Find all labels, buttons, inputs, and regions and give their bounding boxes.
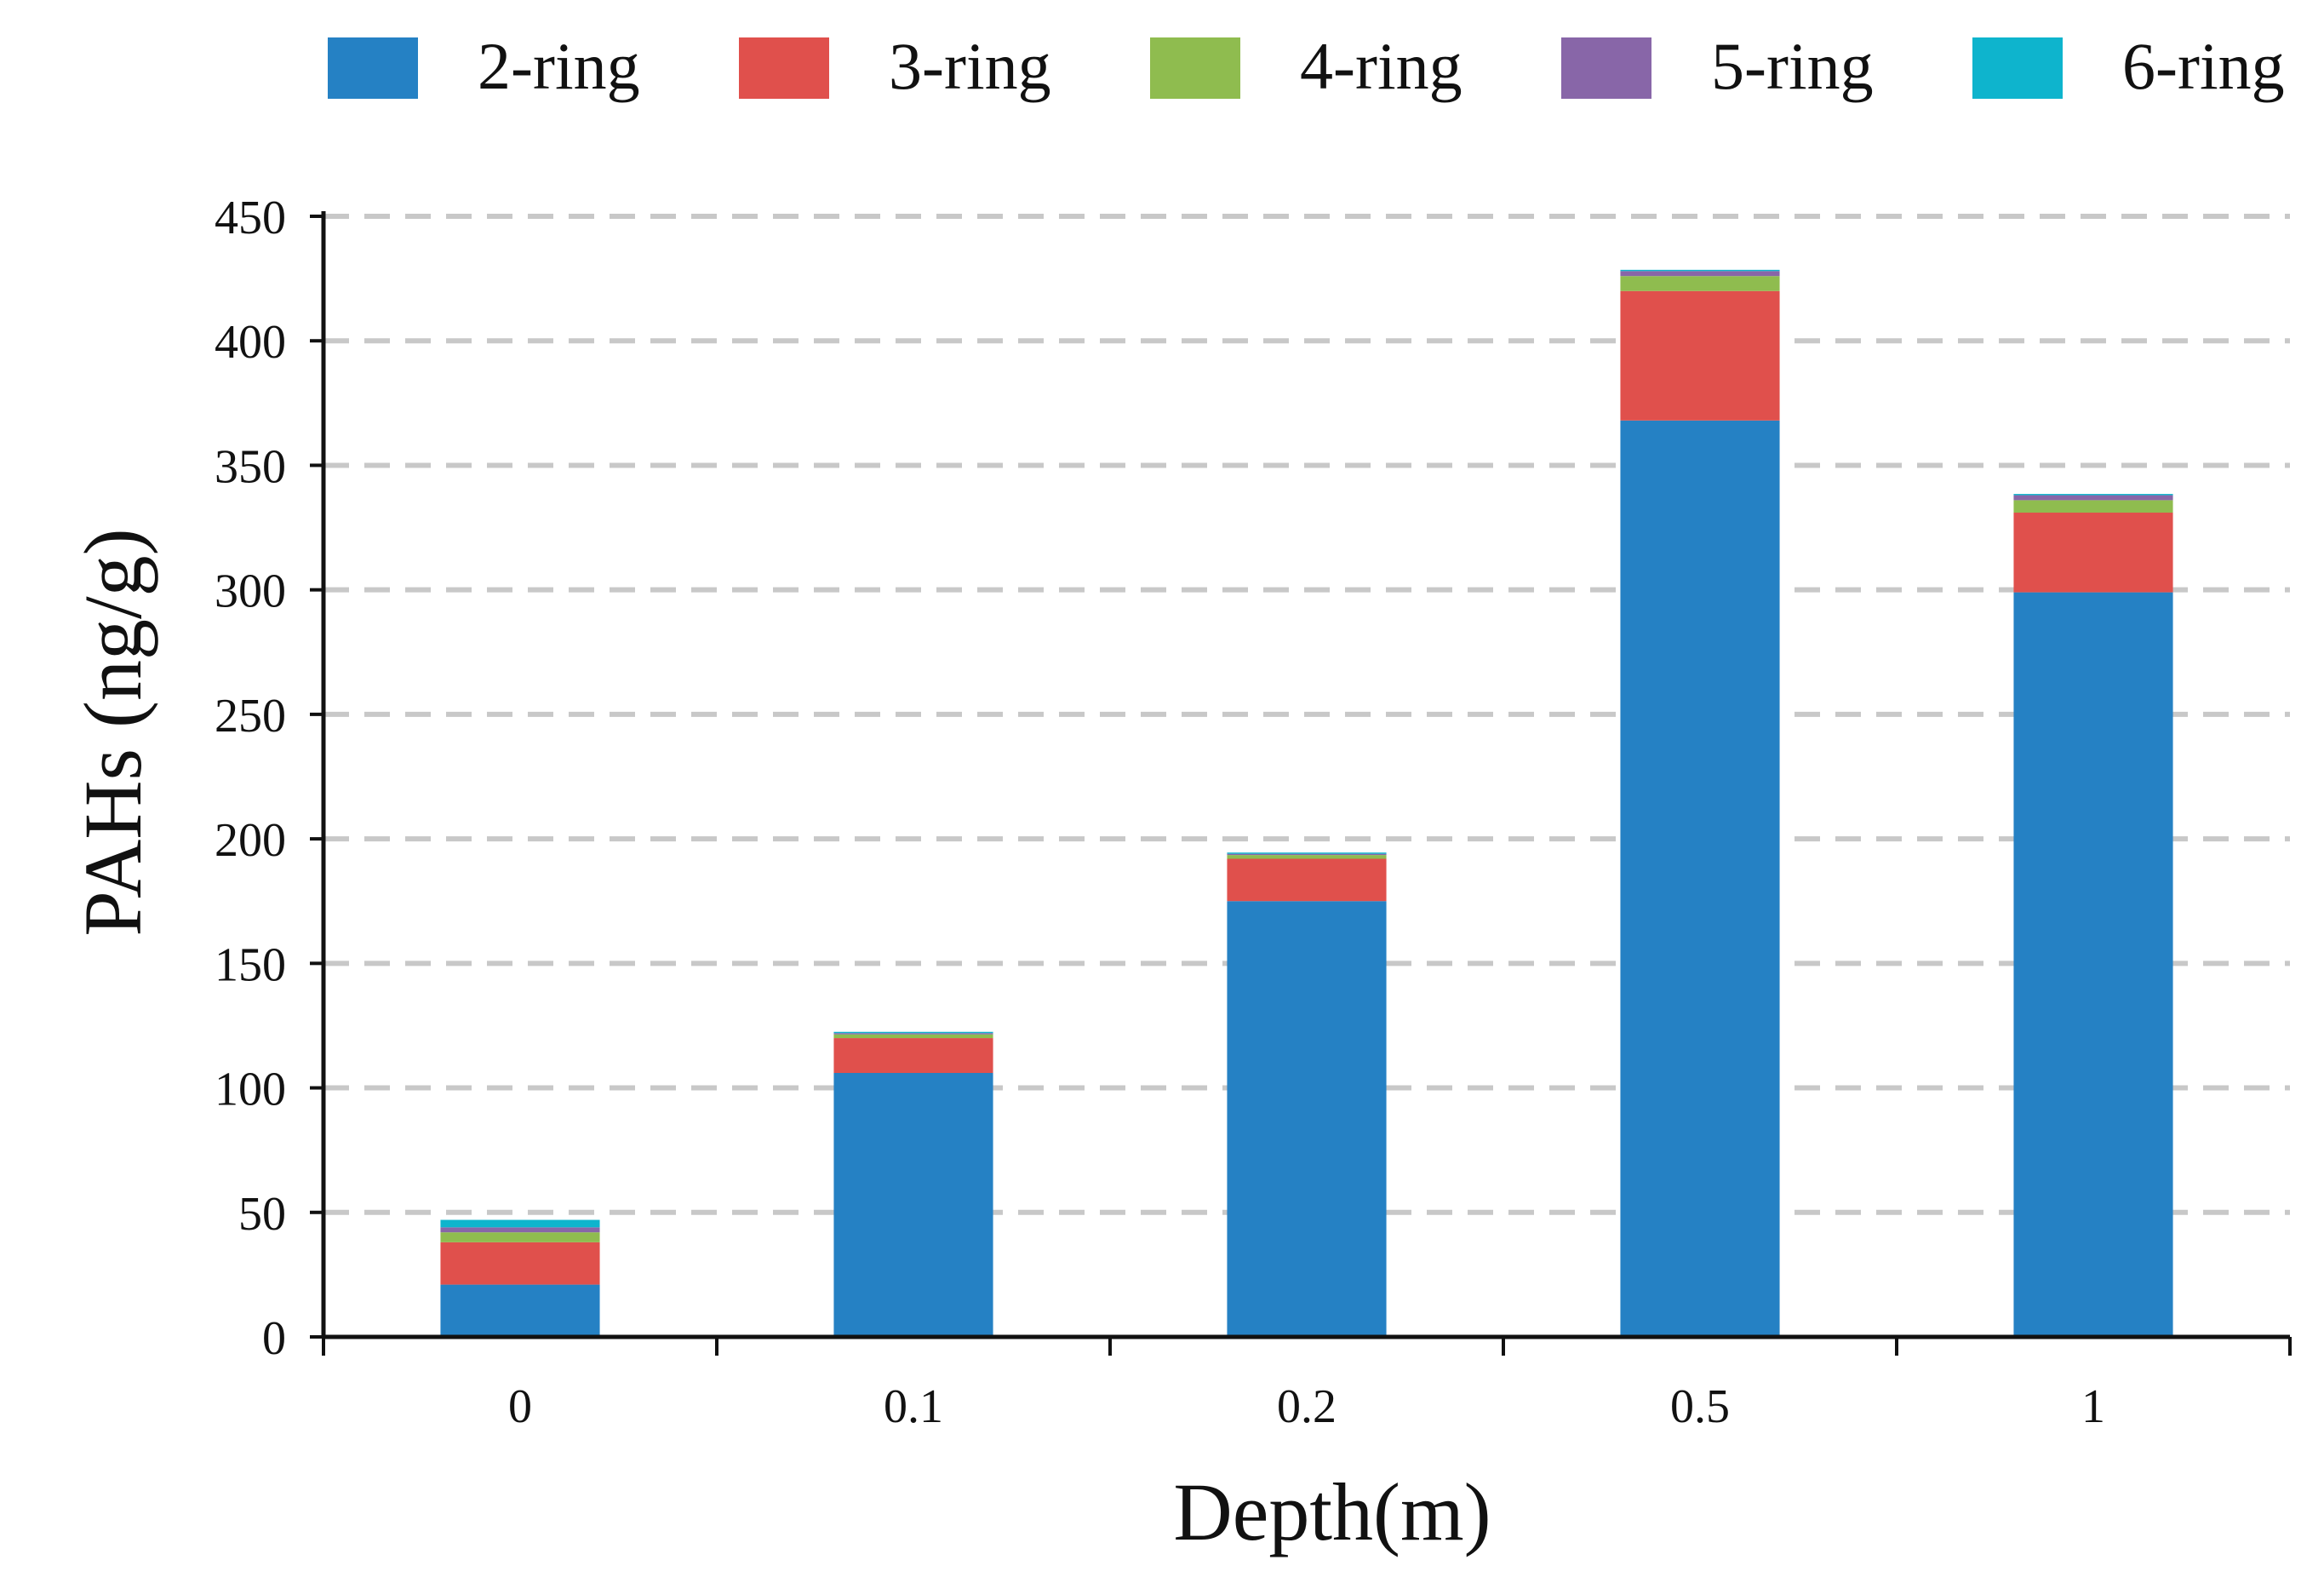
legend-swatch-5-ring [1561,37,1651,99]
y-tick-label: 100 [215,1064,286,1116]
y-tick-labels: 0 50 100 150 200 250 300 350 400 450 [215,192,286,1365]
x-axis-title: Depth(m) [1173,1466,1491,1557]
legend-swatch-4-ring [1150,37,1240,99]
bar-segment-4-ring-0.5 [1620,276,1780,291]
bar-segment-2-ring-0.5 [1620,420,1780,1337]
y-tick-label: 50 [238,1188,286,1241]
legend-swatch-6-ring [1972,37,2063,99]
y-tick-label: 150 [215,938,286,991]
axes [310,211,2292,1356]
y-tick-label: 350 [215,440,286,493]
bar-segment-5-ring-0.1 [833,1033,993,1035]
x-tick-label: 1 [2081,1380,2105,1433]
bar-segment-5-ring-0.5 [1620,271,1780,277]
bar-segment-4-ring-1 [2013,500,2173,513]
bar-segment-3-ring-0.5 [1620,290,1780,421]
x-tick-label: 0.5 [1670,1380,1730,1433]
legend-label-2-ring: 2-ring [478,29,640,103]
gridlines [323,214,2290,1215]
y-tick-label: 400 [215,316,286,369]
bar-segment-5-ring-0 [440,1227,600,1233]
bar-segment-4-ring-0.2 [1227,855,1387,859]
x-tick-labels: 0 0.1 0.2 0.5 1 [508,1380,2105,1433]
legend-label-5-ring: 5-ring [1711,29,1874,103]
x-tick-label: 0.2 [1277,1380,1337,1433]
bar-segment-3-ring-0.2 [1227,858,1387,902]
legend-label-6-ring: 6-ring [2122,29,2285,103]
bar-segment-6-ring-0.1 [833,1031,993,1034]
y-tick-label: 450 [215,192,286,244]
bar-segment-2-ring-0.2 [1227,901,1387,1337]
bar-segment-5-ring-1 [2013,495,2173,501]
y-tick-label: 0 [262,1312,286,1365]
legend-label-3-ring: 3-ring [889,29,1051,103]
y-tick-label: 300 [215,565,286,618]
bar-segment-3-ring-0 [440,1242,600,1285]
bars [440,269,2173,1337]
bar-segment-6-ring-0 [440,1219,600,1228]
y-tick-label: 250 [215,690,286,743]
legend-swatch-3-ring [739,37,829,99]
bar-segment-6-ring-0.2 [1227,852,1387,854]
bar-segment-2-ring-1 [2013,592,2173,1337]
x-tick-label: 0.1 [884,1380,943,1433]
y-axis-title: PAHs (ng/g) [67,528,158,936]
x-tick-label: 0 [508,1380,532,1433]
bar-segment-3-ring-1 [2013,513,2173,593]
bar-segment-2-ring-0.1 [833,1073,993,1337]
bar-segment-6-ring-1 [2013,494,2173,496]
y-tick-label: 200 [215,814,286,867]
bar-segment-4-ring-0.1 [833,1034,993,1039]
bar-segment-2-ring-0 [440,1284,600,1337]
bar-segment-5-ring-0.2 [1227,853,1387,856]
bar-segment-6-ring-0.5 [1620,269,1780,272]
legend-label-4-ring: 4-ring [1300,29,1463,103]
bar-segment-3-ring-0.1 [833,1038,993,1074]
bar-segment-4-ring-0 [440,1232,600,1242]
legend: 2-ring 3-ring 4-ring 5-ring 6-ring [328,29,2285,103]
legend-swatch-2-ring [328,37,418,99]
